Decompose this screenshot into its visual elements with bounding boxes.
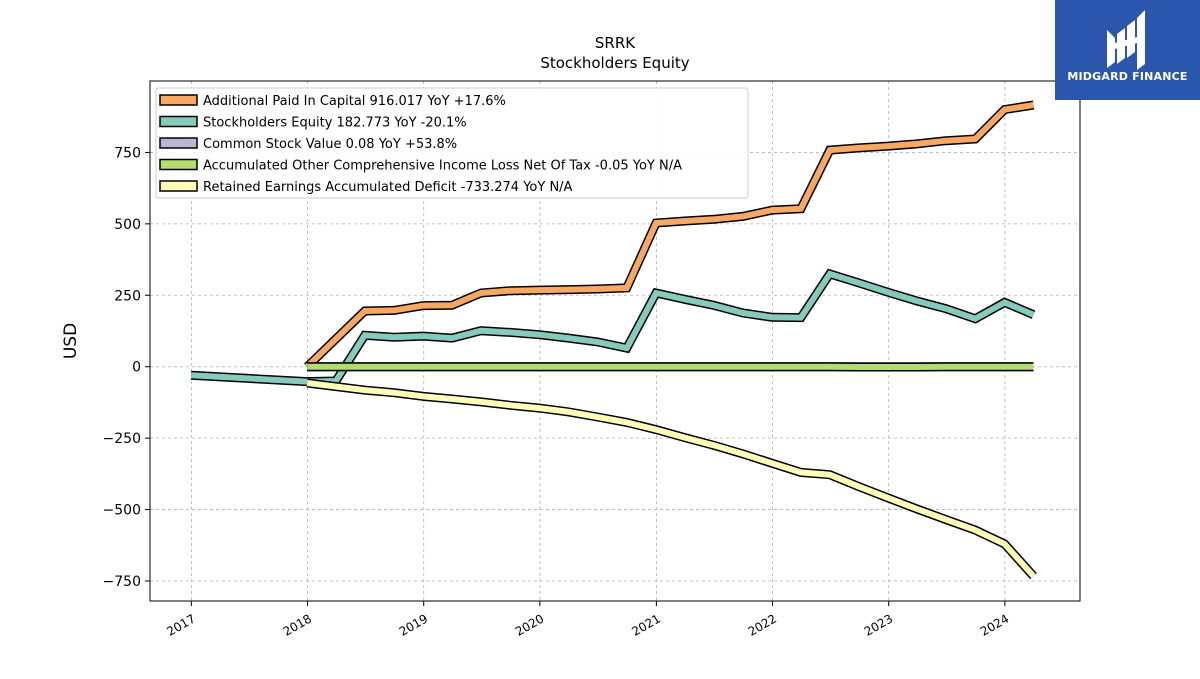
legend-swatch (160, 95, 197, 105)
legend-entry: Stockholders Equity 182.773 YoY -20.1% (160, 116, 467, 131)
x-tick-label: 2022 (746, 611, 779, 638)
y-tick-label: 500 (114, 217, 141, 233)
legend-entry: Common Stock Value 0.08 YoY +53.8% (160, 137, 457, 152)
legend-swatch (160, 138, 197, 148)
legend-label: Additional Paid In Capital 916.017 YoY +… (203, 94, 506, 109)
chart-subtitle: Stockholders Equity (540, 54, 689, 72)
legend: Additional Paid In Capital 916.017 YoY +… (156, 88, 748, 198)
legend-entry: Accumulated Other Comprehensive Income L… (160, 159, 682, 174)
legend-swatch (160, 181, 197, 191)
x-tick-label: 2019 (397, 611, 430, 638)
brand-name: MIDGARD FINANCE (1055, 70, 1200, 83)
legend-label: Accumulated Other Comprehensive Income L… (203, 159, 682, 174)
y-tick-label: −750 (103, 574, 141, 590)
legend-label: Retained Earnings Accumulated Deficit -7… (203, 180, 573, 195)
y-tick-label: 250 (114, 288, 141, 304)
x-tick-label: 2020 (513, 611, 546, 638)
y-tick-label: 750 (114, 145, 141, 161)
legend-swatch (160, 160, 197, 170)
x-tick-label: 2024 (978, 611, 1011, 638)
x-tick-label: 2017 (164, 611, 197, 638)
series-5 (307, 383, 1033, 576)
x-tick-label: 2023 (862, 611, 895, 638)
midgard-logo-icon (1055, 0, 1200, 70)
brand-logo: MIDGARD FINANCE (1055, 0, 1200, 100)
y-tick-label: −250 (103, 431, 141, 447)
y-tick-label: −500 (103, 503, 141, 519)
legend-label: Common Stock Value 0.08 YoY +53.8% (203, 137, 457, 152)
x-tick-label: 2018 (281, 611, 314, 638)
y-axis-ticks: −750 −500 −250 0 250 500 750 (103, 145, 150, 590)
chart-title: SRRK (595, 34, 636, 52)
x-tick-label: 2021 (629, 611, 662, 638)
series-line (307, 383, 1033, 576)
y-tick-label: 0 (132, 360, 141, 376)
legend-entry: Retained Earnings Accumulated Deficit -7… (160, 180, 573, 195)
series-outline (307, 383, 1033, 576)
x-axis-ticks: 2017 2018 2019 2020 2021 2022 2023 2024 (164, 601, 1011, 639)
legend-entry: Additional Paid In Capital 916.017 YoY +… (160, 94, 506, 109)
y-axis-label: USD (61, 323, 81, 359)
legend-swatch (160, 117, 197, 127)
legend-label: Stockholders Equity 182.773 YoY -20.1% (203, 116, 467, 131)
